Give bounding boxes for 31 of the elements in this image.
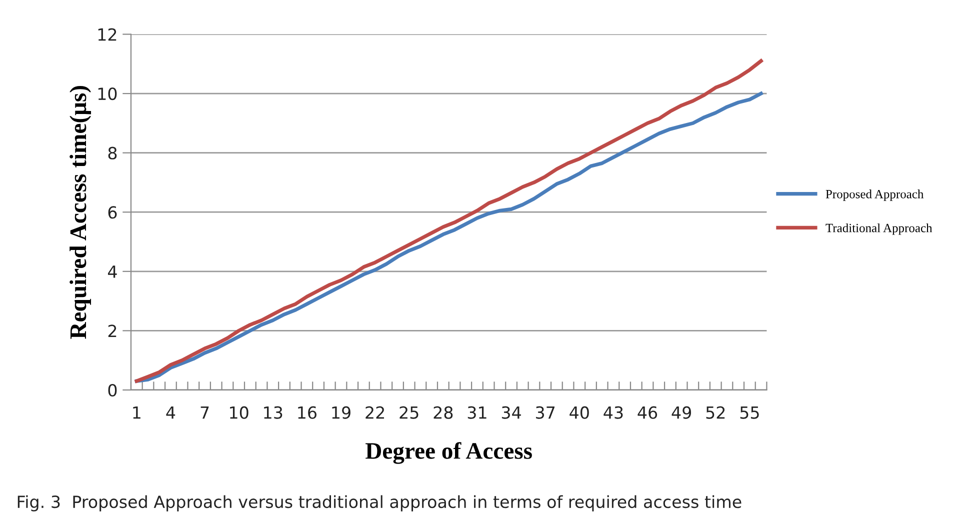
x-tick-label: 34 xyxy=(502,406,521,419)
x-tick-label: 49 xyxy=(672,406,691,419)
x-tick-label: 43 xyxy=(604,406,623,419)
x-tick-label: 37 xyxy=(536,406,555,419)
x-tick-label: 22 xyxy=(366,406,384,419)
x-tick-label: 52 xyxy=(706,406,725,419)
x-tick-label: 28 xyxy=(434,406,453,419)
x-tick-label: 4 xyxy=(166,406,176,419)
y-tick-label: 10 xyxy=(98,88,117,100)
x-tick-label: 1 xyxy=(133,406,140,419)
y-tick-label: 4 xyxy=(108,266,117,278)
x-tick-label: 10 xyxy=(230,406,248,419)
x-tick-label: 7 xyxy=(200,406,209,419)
y-tick-label: 0 xyxy=(108,384,117,397)
y-axis-title: Required Access time(μs) xyxy=(70,86,92,339)
caption: Fig. 3 Proposed Approach versus traditional approach in terms of required access time xyxy=(18,495,742,512)
x-tick-label: 19 xyxy=(332,406,350,419)
x-tick-label: 31 xyxy=(468,406,486,419)
legend-label: Proposed Approach xyxy=(826,190,924,201)
y-tick-label: 12 xyxy=(98,28,116,41)
x-tick-label: 55 xyxy=(740,406,759,419)
x-axis-title: Degree of Access xyxy=(366,442,532,464)
y-tick-label: 2 xyxy=(108,324,116,338)
y-tick-label: 8 xyxy=(108,146,117,160)
y-tick-label: 6 xyxy=(108,206,117,219)
x-tick-label: 16 xyxy=(298,406,316,419)
legend-label: Traditional Approach xyxy=(826,223,932,235)
x-tick-label: 40 xyxy=(570,406,589,419)
x-tick-label: 25 xyxy=(400,406,418,419)
x-tick-label: 46 xyxy=(638,406,658,419)
x-tick-label: 13 xyxy=(264,406,282,419)
